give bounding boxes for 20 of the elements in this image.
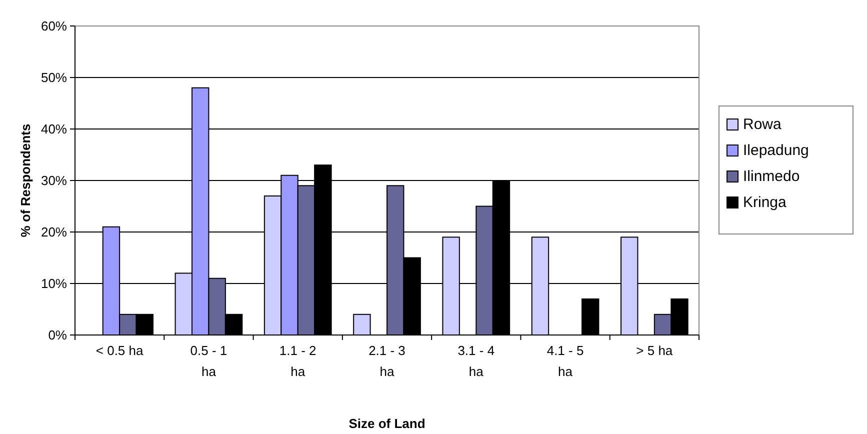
legend-label: Kringa — [743, 194, 788, 211]
x-tick-label: 1.1 - 2 ha — [279, 343, 316, 379]
y-axis-title: % of Respondents — [18, 124, 33, 238]
y-tick-label: 20% — [40, 224, 68, 240]
x-tick-label: < 0.5 ha — [96, 343, 144, 358]
x-tick-label: 3.1 - 4 ha — [458, 343, 495, 379]
x-tick-label: 2.1 - 3 ha — [368, 343, 406, 379]
legend-label: Ilepadung — [743, 142, 809, 159]
x-tick-label: > 5 ha — [636, 343, 674, 358]
legend-label: Rowa — [743, 116, 782, 133]
y-tick-label: 50% — [40, 70, 68, 86]
x-tick-label: 0.5 - 1 ha — [190, 343, 228, 379]
x-axis-title: Size of Land — [348, 416, 426, 431]
legend-label: Ilinmedo — [743, 168, 800, 185]
y-tick-label: 10% — [40, 276, 68, 292]
y-tick-label: 60% — [40, 18, 68, 34]
y-tick-label: 0% — [48, 328, 68, 343]
x-tick-label: 4.1 - 5 ha — [546, 343, 584, 379]
y-tick-label: 30% — [40, 173, 68, 188]
y-tick-label: 40% — [40, 122, 68, 137]
